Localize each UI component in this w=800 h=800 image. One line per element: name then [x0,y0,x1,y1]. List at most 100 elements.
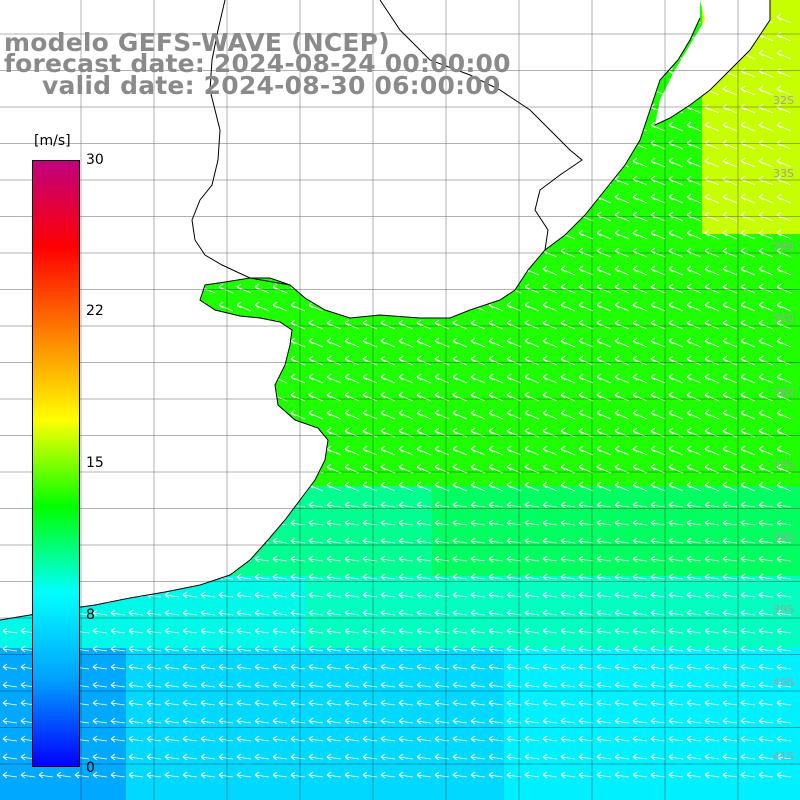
wind-cell [414,594,433,613]
wind-arrow [326,391,342,402]
wind-arrow [596,501,612,509]
wind-arrow [740,645,756,653]
wind-cell [324,666,343,685]
wind-cell [792,18,800,37]
wind-arrow [308,391,324,402]
wind-arrow [326,771,342,779]
wind-arrow [650,663,666,671]
wind-cell [774,252,793,271]
wind-cell [648,360,667,379]
wind-arrow [704,555,720,563]
wind-arrow [272,771,288,779]
wind-arrow [362,573,378,581]
wind-cell [630,234,649,253]
wind-arrow [416,373,432,384]
wind-arrow [488,771,504,779]
wind-arrow [344,373,360,384]
wind-arrow [236,645,252,653]
wind-cell [486,612,505,631]
wind-arrow [776,591,792,599]
wind-cell [774,414,793,433]
wind-arrow [488,645,504,653]
wind-cell [702,702,721,721]
wind-arrow [182,681,198,689]
wind-cell [504,666,523,685]
wind-cell [648,144,667,163]
wind-cell [684,558,703,577]
wind-arrow [632,355,648,366]
wind-cell [702,576,721,595]
wind-cell [702,306,721,325]
wind-arrow [290,627,306,635]
wind-arrow [614,373,630,384]
wind-arrow [758,519,774,527]
wind-cell [666,738,685,757]
wind-cell [198,720,217,739]
wind-arrow [380,717,396,725]
wind-arrow [344,609,360,617]
wind-arrow [740,537,756,545]
wind-arrow [776,265,792,276]
wind-cell [288,684,307,703]
wind-arrow [236,735,252,743]
wind-arrow [668,373,684,384]
wind-arrow [362,555,378,563]
wind-arrow [542,301,558,312]
wind-cell [108,684,127,703]
wind-cell [180,738,199,757]
wind-cell [234,720,253,739]
wind-arrow [542,427,558,438]
wind-arrow [200,591,216,599]
wind-cell [774,378,793,397]
wind-cell [648,342,667,361]
wind-arrow [182,609,198,617]
wind-arrow [470,699,486,707]
wind-arrow [740,355,756,366]
wind-cell [702,288,721,307]
wind-cell [684,126,703,145]
wind-cell [450,576,469,595]
wind-arrow [290,537,306,545]
wind-arrow [650,355,666,366]
wind-arrow [344,391,360,402]
wind-cell [198,792,217,800]
wind-cell [576,630,595,649]
wind-arrow [434,501,450,509]
wind-cell [648,324,667,343]
wind-cell [432,468,451,487]
wind-cell [774,342,793,361]
wind-arrow [524,609,540,617]
wind-arrow [344,355,360,366]
wind-cell [558,342,577,361]
wind-arrow [560,337,576,348]
wind-arrow [326,699,342,707]
wind-arrow [596,627,612,635]
wind-cell [378,342,397,361]
wind-arrow [758,391,774,402]
wind-arrow [452,771,468,779]
wind-cell [684,270,703,289]
wind-cell [774,468,793,487]
wind-arrow [740,481,756,492]
wind-arrow [686,609,702,617]
wind-arrow [632,501,648,509]
wind-cell [630,720,649,739]
wind-arrow [182,771,198,779]
wind-arrow [632,265,648,276]
wind-cell [720,612,739,631]
wind-arrow [488,481,504,492]
wind-arrow [254,645,270,653]
wind-arrow [704,103,720,114]
wind-cell [756,360,775,379]
wind-cell [612,288,631,307]
wind-cell [756,396,775,415]
wind-arrow [758,681,774,689]
wind-arrow [290,609,306,617]
wind-cell [756,108,775,127]
wind-cell [324,756,343,775]
wind-cell [450,414,469,433]
wind-arrow [596,337,612,348]
wind-cell [504,522,523,541]
wind-arrow [272,301,288,312]
wind-arrow [758,591,774,599]
